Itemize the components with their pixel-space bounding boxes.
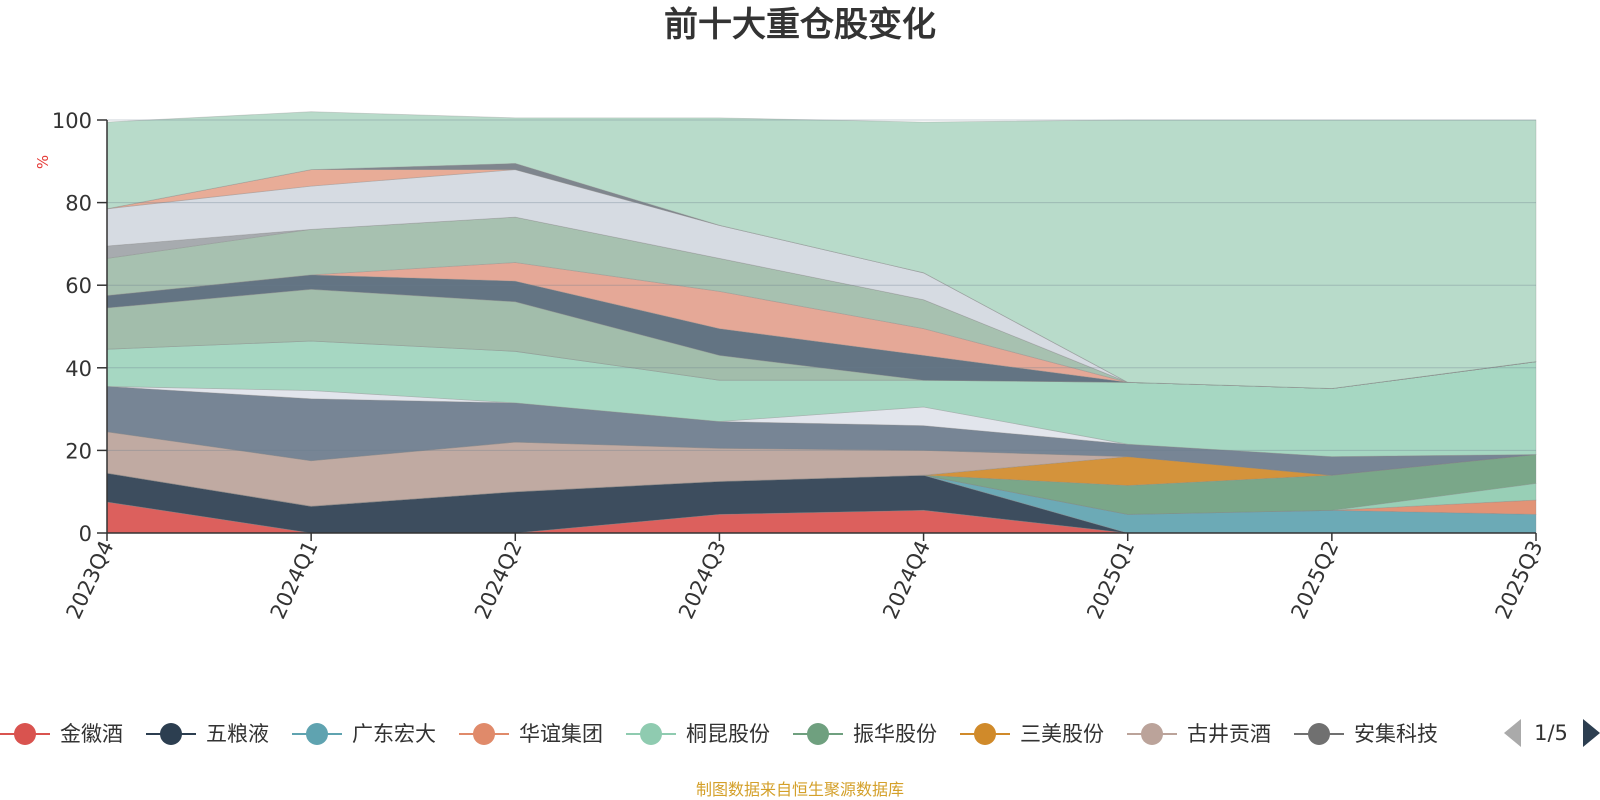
y-tick-label-4: 80 — [65, 192, 92, 216]
series-area-21[interactable] — [106, 111, 1537, 389]
legend-item-1[interactable]: 五粮液 — [146, 722, 269, 746]
x-tick-label-6: 2025Q2 — [1286, 537, 1343, 623]
legend-label: 五粮液 — [206, 722, 269, 746]
legend-marker-icon — [160, 723, 182, 745]
legend-label: 三美股份 — [1020, 722, 1104, 746]
y-tick-label-0: 0 — [79, 522, 92, 546]
legend-item-8[interactable]: 安集科技 — [1294, 722, 1438, 746]
legend-item-4[interactable]: 桐昆股份 — [626, 722, 770, 746]
y-tick-label-3: 60 — [65, 274, 92, 298]
x-tick-label-7: 2025Q3 — [1491, 537, 1548, 623]
legend-marker-icon — [640, 723, 662, 745]
legend-next-page-icon[interactable] — [1583, 719, 1600, 747]
legend-label: 广东宏大 — [352, 722, 436, 746]
legend-marker-icon — [974, 723, 996, 745]
x-tick-label-5: 2025Q1 — [1082, 537, 1139, 623]
legend-item-6[interactable]: 三美股份 — [960, 722, 1104, 746]
chart-title: 前十大重仓股变化 — [664, 5, 936, 45]
y-tick-label-5: 100 — [52, 109, 92, 133]
legend-label: 古井贡酒 — [1187, 722, 1271, 746]
legend-label: 振华股份 — [853, 722, 937, 746]
y-axis-unit: % — [34, 155, 52, 169]
legend-item-7[interactable]: 古井贡酒 — [1127, 722, 1271, 746]
legend-item-0[interactable]: 金徽酒 — [0, 722, 123, 746]
x-tick-label-2: 2024Q2 — [470, 537, 527, 623]
data-source-note: 制图数据来自恒生聚源数据库 — [696, 780, 904, 799]
legend-page-indicator: 1/5 — [1534, 721, 1568, 745]
x-tick-label-4: 2024Q4 — [878, 537, 935, 623]
legend-marker-icon — [1141, 723, 1163, 745]
legend-prev-page-icon[interactable] — [1504, 719, 1521, 747]
x-tick-label-0: 2023Q4 — [62, 537, 119, 623]
legend-item-5[interactable]: 振华股份 — [793, 722, 937, 746]
legend-label: 桐昆股份 — [686, 722, 770, 746]
series-area-11[interactable] — [106, 340, 1537, 458]
legend-marker-icon — [807, 723, 829, 745]
legend-item-3[interactable]: 华谊集团 — [459, 722, 603, 746]
y-tick-label-2: 40 — [65, 357, 92, 381]
legend-marker-icon — [14, 723, 36, 745]
legend-marker-icon — [473, 723, 495, 745]
legend-label: 华谊集团 — [519, 722, 603, 746]
legend-label: 安集科技 — [1354, 722, 1438, 746]
x-tick-label-1: 2024Q1 — [266, 537, 323, 623]
y-tick-label-1: 20 — [65, 439, 92, 463]
series-area-9[interactable] — [106, 385, 1537, 476]
legend-label: 金徽酒 — [60, 722, 123, 746]
legend-item-2[interactable]: 广东宏大 — [292, 722, 436, 746]
x-tick-label-3: 2024Q3 — [674, 537, 731, 623]
legend-marker-icon — [306, 723, 328, 745]
legend-marker-icon — [1308, 723, 1330, 745]
